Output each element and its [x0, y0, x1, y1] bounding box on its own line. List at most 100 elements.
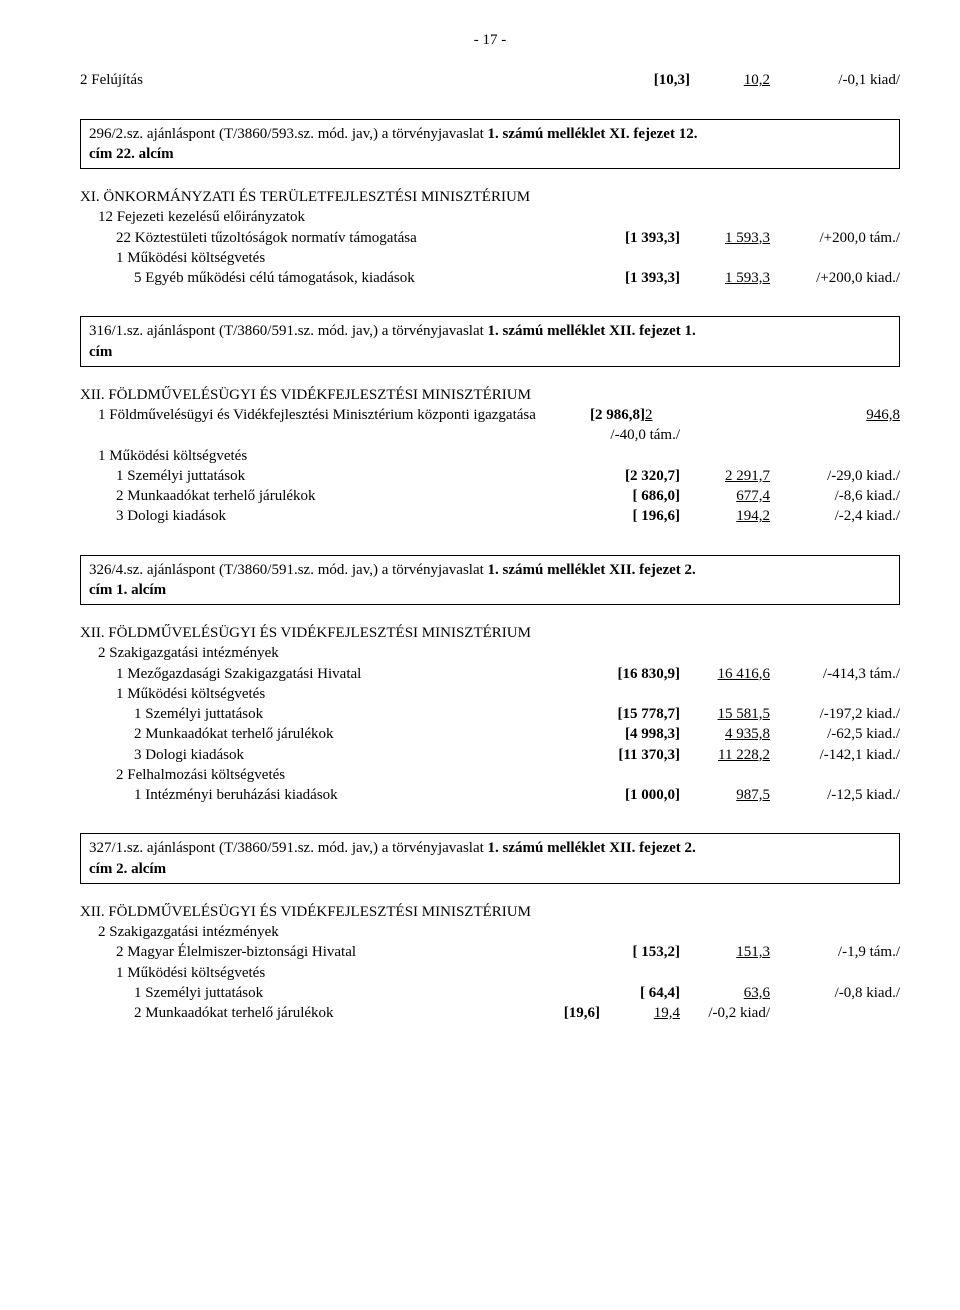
r5-c1b: 19,4	[610, 1003, 680, 1023]
section-xii-2-r7: 2 Felhalmozási költségvetés	[80, 765, 900, 785]
r5-c3: /-62,5 kiad./	[780, 724, 900, 744]
r2-c3: /-414,3 tám./	[780, 664, 900, 684]
section-xii-3-r5: 2 Munkaadókat terhelő járulékok [19,6] 1…	[80, 1003, 900, 1023]
note-box-1-text: 296/2.sz. ajánláspont (T/3860/593.sz. mó…	[89, 126, 488, 142]
note-box-3-bold: 1. számú melléklet XII. fejezet 2.	[488, 562, 696, 578]
section-xii-2: XII. FÖLDMŰVELÉSÜGYI ÉS VIDÉKFEJLESZTÉSI…	[80, 623, 900, 805]
section-xii-3-r3: 1 Működési költségvetés	[80, 963, 900, 983]
section-xii-1-r1: 1 Földművelésügyi és Vidékfejlesztési Mi…	[80, 405, 900, 425]
section-xii-1-r3: 1 Működési költségvetés	[80, 446, 900, 466]
r1-c1u: 2	[645, 407, 653, 423]
section-xi-r2: 22 Köztestületi tűzoltóságok normatív tá…	[80, 228, 900, 248]
r5-c2: 677,4	[690, 486, 770, 506]
r6-label: 3 Dologi kiadások	[80, 745, 580, 765]
r5-c1: [19,6]	[510, 1003, 600, 1023]
r4-c3: /-197,2 kiad./	[780, 704, 900, 724]
r6-c1: [ 196,6]	[590, 506, 680, 526]
note-box-1-line2: cím 22. alcím	[89, 146, 174, 162]
r2-c1: [16 830,9]	[590, 664, 680, 684]
section-xii-1-r4: 1 Személyi juttatások [2 320,7] 2 291,7 …	[80, 466, 900, 486]
section-xi-r4: 5 Egyéb működési célú támogatások, kiadá…	[80, 268, 900, 288]
note-box-2-bold: 1. számú melléklet XII. fejezet 1.	[488, 323, 696, 339]
top-row-c2: 10,2	[700, 70, 770, 90]
section-xii-2-r3: 1 Működési költségvetés	[80, 684, 900, 704]
note-box-4-line2: cím 2. alcím	[89, 861, 166, 877]
note-box-4: 327/1.sz. ajánláspont (T/3860/591.sz. mó…	[80, 833, 900, 884]
r2-label: 22 Köztestületi tűzoltóságok normatív tá…	[80, 228, 580, 248]
section-xi-r3: 1 Működési költségvetés	[80, 248, 900, 268]
r4-c1: [1 393,3]	[590, 268, 680, 288]
top-row-c3: /-0,1 kiad/	[780, 70, 900, 90]
r1-c3: 946,8	[780, 405, 900, 425]
r2-c1: /-40,0 tám./	[590, 425, 680, 445]
r5-c1: [ 686,0]	[590, 486, 680, 506]
section-xii-2-title: XII. FÖLDMŰVELÉSÜGYI ÉS VIDÉKFEJLESZTÉSI…	[80, 623, 900, 643]
note-box-3-text: 326/4.sz. ajánláspont (T/3860/591.sz. mó…	[89, 562, 488, 578]
section-xii-3-r1: 2 Szakigazgatási intézmények	[80, 922, 900, 942]
r2-label: 1 Mezőgazdasági Szakigazgatási Hivatal	[80, 664, 580, 684]
section-xii-3-r2: 2 Magyar Élelmiszer-biztonsági Hivatal […	[80, 942, 900, 962]
section-xii-1-title: XII. FÖLDMŰVELÉSÜGYI ÉS VIDÉKFEJLESZTÉSI…	[80, 385, 900, 405]
section-xii-1: XII. FÖLDMŰVELÉSÜGYI ÉS VIDÉKFEJLESZTÉSI…	[80, 385, 900, 527]
r4-c1: [15 778,7]	[590, 704, 680, 724]
r6-label: 3 Dologi kiadások	[80, 506, 580, 526]
r4-c1: [ 64,4]	[590, 983, 680, 1003]
section-xii-2-r4: 1 Személyi juttatások [15 778,7] 15 581,…	[80, 704, 900, 724]
r4-c2: 1 593,3	[690, 268, 770, 288]
r8-c3: /-12,5 kiad./	[780, 785, 900, 805]
section-xii-2-r1: 2 Szakigazgatási intézmények	[80, 643, 900, 663]
section-xii-1-r6: 3 Dologi kiadások [ 196,6] 194,2 /-2,4 k…	[80, 506, 900, 526]
section-xii-3-r4: 1 Személyi juttatások [ 64,4] 63,6 /-0,8…	[80, 983, 900, 1003]
section-xii-3: XII. FÖLDMŰVELÉSÜGYI ÉS VIDÉKFEJLESZTÉSI…	[80, 902, 900, 1024]
r1-c1b: [2 986,8]	[590, 407, 645, 423]
section-xii-2-r6: 3 Dologi kiadások [11 370,3] 11 228,2 /-…	[80, 745, 900, 765]
r6-c1: [11 370,3]	[590, 745, 680, 765]
section-xii-2-r8: 1 Intézményi beruházási kiadások [1 000,…	[80, 785, 900, 805]
r4-label: 1 Személyi juttatások	[80, 704, 580, 724]
r2-c3: /-1,9 tám./	[780, 942, 900, 962]
r4-c3: /-29,0 kiad./	[780, 466, 900, 486]
r6-c2: 11 228,2	[690, 745, 770, 765]
note-box-3-line2: cím 1. alcím	[89, 582, 166, 598]
section-xi: XI. ÖNKORMÁNYZATI ÉS TERÜLETFEJLESZTÉSI …	[80, 187, 900, 288]
r6-c2: 194,2	[690, 506, 770, 526]
r5-label: 2 Munkaadókat terhelő járulékok	[80, 1003, 500, 1023]
r2-c1: [1 393,3]	[590, 228, 680, 248]
r4-c1: [2 320,7]	[590, 466, 680, 486]
note-box-3: 326/4.sz. ajánláspont (T/3860/591.sz. mó…	[80, 555, 900, 606]
section-xii-1-r5: 2 Munkaadókat terhelő járulékok [ 686,0]…	[80, 486, 900, 506]
r5-label: 2 Munkaadókat terhelő járulékok	[80, 724, 580, 744]
section-xi-r1: 12 Fejezeti kezelésű előirányzatok	[80, 207, 900, 227]
r4-label: 1 Személyi juttatások	[80, 466, 580, 486]
section-xi-title: XI. ÖNKORMÁNYZATI ÉS TERÜLETFEJLESZTÉSI …	[80, 187, 900, 207]
r8-c1: [1 000,0]	[590, 785, 680, 805]
r6-c3: /-142,1 kiad./	[780, 745, 900, 765]
r4-c2: 2 291,7	[690, 466, 770, 486]
r5-label: 2 Munkaadókat terhelő járulékok	[80, 486, 580, 506]
r1-label: 1 Földművelésügyi és Vidékfejlesztési Mi…	[80, 405, 580, 425]
r4-c2: 63,6	[690, 983, 770, 1003]
r4-label: 5 Egyéb működési célú támogatások, kiadá…	[80, 268, 580, 288]
note-box-4-bold: 1. számú melléklet XII. fejezet 2.	[488, 840, 696, 856]
page-number: - 17 -	[80, 30, 900, 50]
r2-c1: [ 153,2]	[590, 942, 680, 962]
r2-c2: 16 416,6	[690, 664, 770, 684]
r4-c3: /-0,8 kiad./	[780, 983, 900, 1003]
note-box-2: 316/1.sz. ajánláspont (T/3860/591.sz. mó…	[80, 316, 900, 367]
r2-label: 2 Magyar Élelmiszer-biztonsági Hivatal	[80, 942, 580, 962]
r2-c3: /+200,0 tám./	[780, 228, 900, 248]
r5-c1: [4 998,3]	[590, 724, 680, 744]
note-box-2-line2: cím	[89, 344, 112, 360]
r8-c2: 987,5	[690, 785, 770, 805]
section-xii-3-title: XII. FÖLDMŰVELÉSÜGYI ÉS VIDÉKFEJLESZTÉSI…	[80, 902, 900, 922]
r8-label: 1 Intézményi beruházási kiadások	[80, 785, 580, 805]
section-xii-2-r5: 2 Munkaadókat terhelő járulékok [4 998,3…	[80, 724, 900, 744]
r5-c2: 4 935,8	[690, 724, 770, 744]
r4-c2: 15 581,5	[690, 704, 770, 724]
note-box-1: 296/2.sz. ajánláspont (T/3860/593.sz. mó…	[80, 119, 900, 170]
top-row-label: 2 Felújítás	[80, 70, 590, 90]
r4-label: 1 Személyi juttatások	[80, 983, 580, 1003]
section-xii-2-r2: 1 Mezőgazdasági Szakigazgatási Hivatal […	[80, 664, 900, 684]
top-row-c1: [10,3]	[600, 70, 690, 90]
note-box-1-bold: 1. számú melléklet XI. fejezet 12.	[488, 126, 698, 142]
